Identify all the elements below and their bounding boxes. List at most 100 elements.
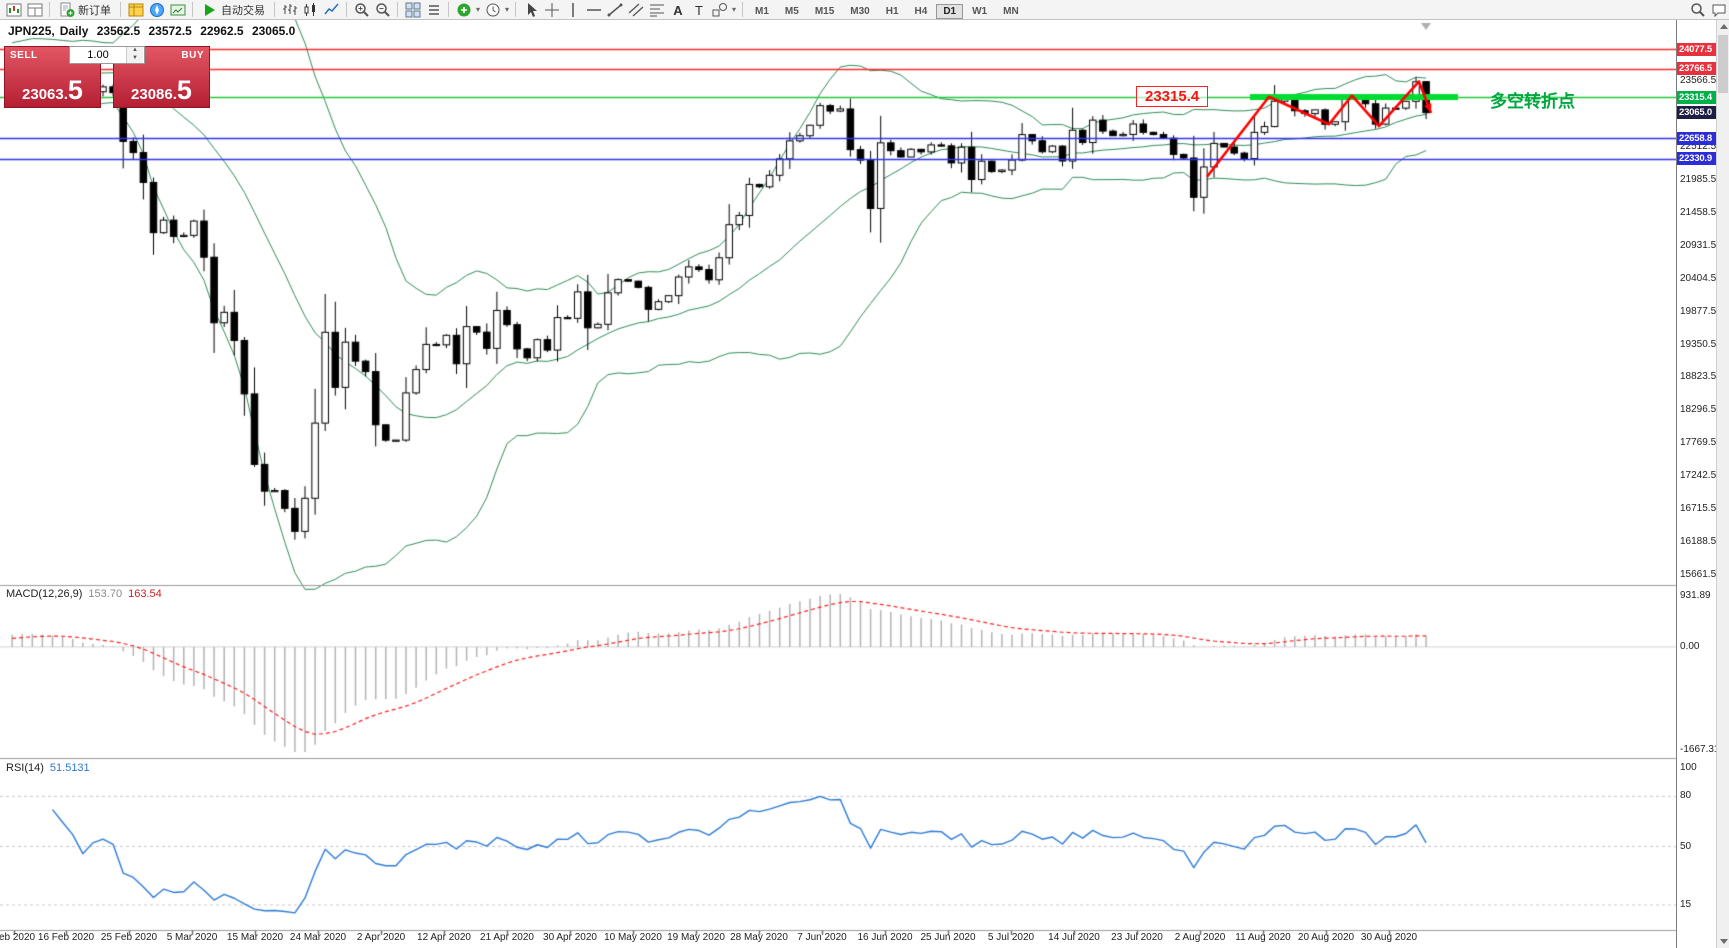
price-chart-canvas[interactable] [0,20,1676,948]
price-axis-label: 18823.5 [1680,371,1717,383]
price-axis-label: 17769.5 [1680,437,1717,449]
chart-windows-icon[interactable] [24,1,45,19]
timeframe-button-w1[interactable]: W1 [972,5,988,17]
date-axis-label: 24 Mar 2020 [289,932,347,943]
date-axis-label: 14 Jul 2020 [1048,932,1100,943]
date-axis-label: 5 Jul 2020 [987,932,1035,943]
price-axis-label: 18296.5 [1680,404,1717,416]
price-axis-label: 19350.5 [1680,338,1717,350]
date-axis-label: 20 Aug 2020 [1297,932,1355,943]
volume-up-icon[interactable]: ▲ [127,47,143,55]
add-indicator-icon[interactable] [453,1,474,19]
trendline-tool-icon[interactable] [604,1,625,19]
ohlc-high: 23572.5 [148,24,192,38]
macd-signal-value: 163.54 [128,588,162,600]
toolbar-separator [515,2,516,17]
toolbar-separator [120,2,121,17]
price-axis-label: 20404.5 [1680,272,1717,284]
price-axis[interactable]: 23566.5 22512.5 21985.5 21458.5 20931.5 20404… [1676,20,1719,948]
timeframe-group: M1 M5 M15 M30 H1 H4 D1 W1 MN [747,1,1027,19]
timeframe-button-m30[interactable]: M30 [850,5,870,17]
bar-chart-icon[interactable] [279,1,300,19]
toolbar-separator [742,2,743,17]
timeframe-button-m15[interactable]: M15 [814,5,835,17]
tile-windows-icon[interactable] [402,1,423,19]
date-axis-label: 10 May 2020 [604,932,662,943]
market-watch-icon[interactable] [125,1,146,19]
crosshair-tool-icon[interactable] [541,1,562,19]
macd-main-value: 153.70 [88,588,123,600]
autotrading-button[interactable]: 自动交易 [197,1,270,19]
volume-input[interactable] [70,47,126,63]
volume-spinner[interactable]: ▲ ▼ [126,47,143,63]
new-order-button[interactable]: 新订单 [54,1,116,19]
new-order-icon [59,2,75,18]
price-axis-badge: 22330.9 [1677,152,1717,166]
chat-icon[interactable] [1708,1,1729,19]
timeframe-button-m1[interactable]: M1 [755,5,769,17]
toolbar-separator [448,2,449,17]
candlestick-chart-icon[interactable] [300,1,321,19]
shapes-dropdown-caret-icon[interactable]: ▾ [731,5,736,14]
search-icon[interactable] [1687,1,1708,19]
macd-name: MACD(12,26,9) [6,588,83,600]
text-label-tool-icon[interactable]: T [688,1,709,19]
period-clock-icon[interactable] [482,1,503,19]
rsi-value: 51.5131 [49,762,90,774]
indicator-list-icon[interactable] [423,1,444,19]
date-axis-label: 30 Apr 2020 [543,932,597,943]
sell-price: 23063.5 [22,75,83,105]
price-axis-badge: 23065.0 [1677,106,1717,120]
turning-point-annotation[interactable]: 多空转折点 [1490,92,1575,112]
indicator-dropdown-caret-icon[interactable]: ▾ [475,5,480,14]
buy-button[interactable]: BUY 23086.5 [113,46,210,108]
shapes-tool-icon[interactable] [709,1,730,19]
horizontal-line-tool-icon[interactable] [583,1,604,19]
cursor-tool-icon[interactable] [520,1,541,19]
fibonacci-tool-icon[interactable] [646,1,667,19]
price-axis-label: 21458.5 [1680,206,1717,218]
vertical-scrollbar[interactable] [1716,20,1729,948]
timeframe-button-d1[interactable]: D1 [936,3,964,19]
svg-text:A: A [673,3,683,18]
text-tool-icon[interactable]: A [667,1,688,19]
zoom-in-icon[interactable] [351,1,372,19]
price-axis-badge: 23315.4 [1677,90,1717,104]
price-level-annotation[interactable]: 23315.4 [1136,86,1209,108]
main-toolbar: 新订单 自动交易 ▾ ▾ A T ▾ M1 M5 M15 M30 H1 H4 D1 W1 MN [0,0,1729,20]
scroll-up-icon[interactable] [1717,20,1729,33]
channel-tool-icon[interactable] [625,1,646,19]
vertical-line-tool-icon[interactable] [562,1,583,19]
svg-text:T: T [695,3,703,18]
volume-down-icon[interactable]: ▼ [127,55,143,63]
macd-indicator-label: MACD(12,26,9) 153.70 163.54 [6,588,162,600]
timeframe-button-h1[interactable]: H1 [885,5,899,17]
ohlc-close: 23065.0 [251,24,296,38]
date-axis-label: 16 Feb 2020 [37,932,95,943]
price-axis-badge: 22658.8 [1677,131,1717,145]
timeframe-button-h4[interactable]: H4 [914,5,928,17]
one-click-trading-panel: SELL 23063.5 ▲▼ BUY 23086.5 [4,46,210,108]
zoom-out-icon[interactable] [372,1,393,19]
price-axis-label: 21985.5 [1680,174,1717,186]
price-axis-label: 16715.5 [1680,503,1717,515]
scrollbar-thumb[interactable] [1718,35,1728,93]
date-axis-label: 28 May 2020 [730,932,788,943]
terminal-icon[interactable] [167,1,188,19]
period-dropdown-caret-icon[interactable]: ▾ [504,5,509,14]
new-chart-icon[interactable] [3,1,24,19]
navigator-icon[interactable] [146,1,167,19]
scroll-down-icon[interactable] [1717,935,1729,948]
line-chart-icon[interactable] [321,1,342,19]
indicator-axis-label: 931.89 [1680,590,1711,601]
autotrading-label: 自动交易 [221,4,265,17]
buy-price: 23086.5 [131,75,192,105]
toolbar-separator [274,2,275,17]
indicator-axis-label: 100 [1680,762,1697,773]
date-axis-label: 5 Mar 2020 [166,932,218,943]
date-axis-label: 7 Jun 2020 [797,932,847,943]
price-axis-label: 19877.5 [1680,305,1717,317]
timeframe-button-mn[interactable]: MN [1003,5,1019,17]
timeframe-button-m5[interactable]: M5 [784,5,799,17]
